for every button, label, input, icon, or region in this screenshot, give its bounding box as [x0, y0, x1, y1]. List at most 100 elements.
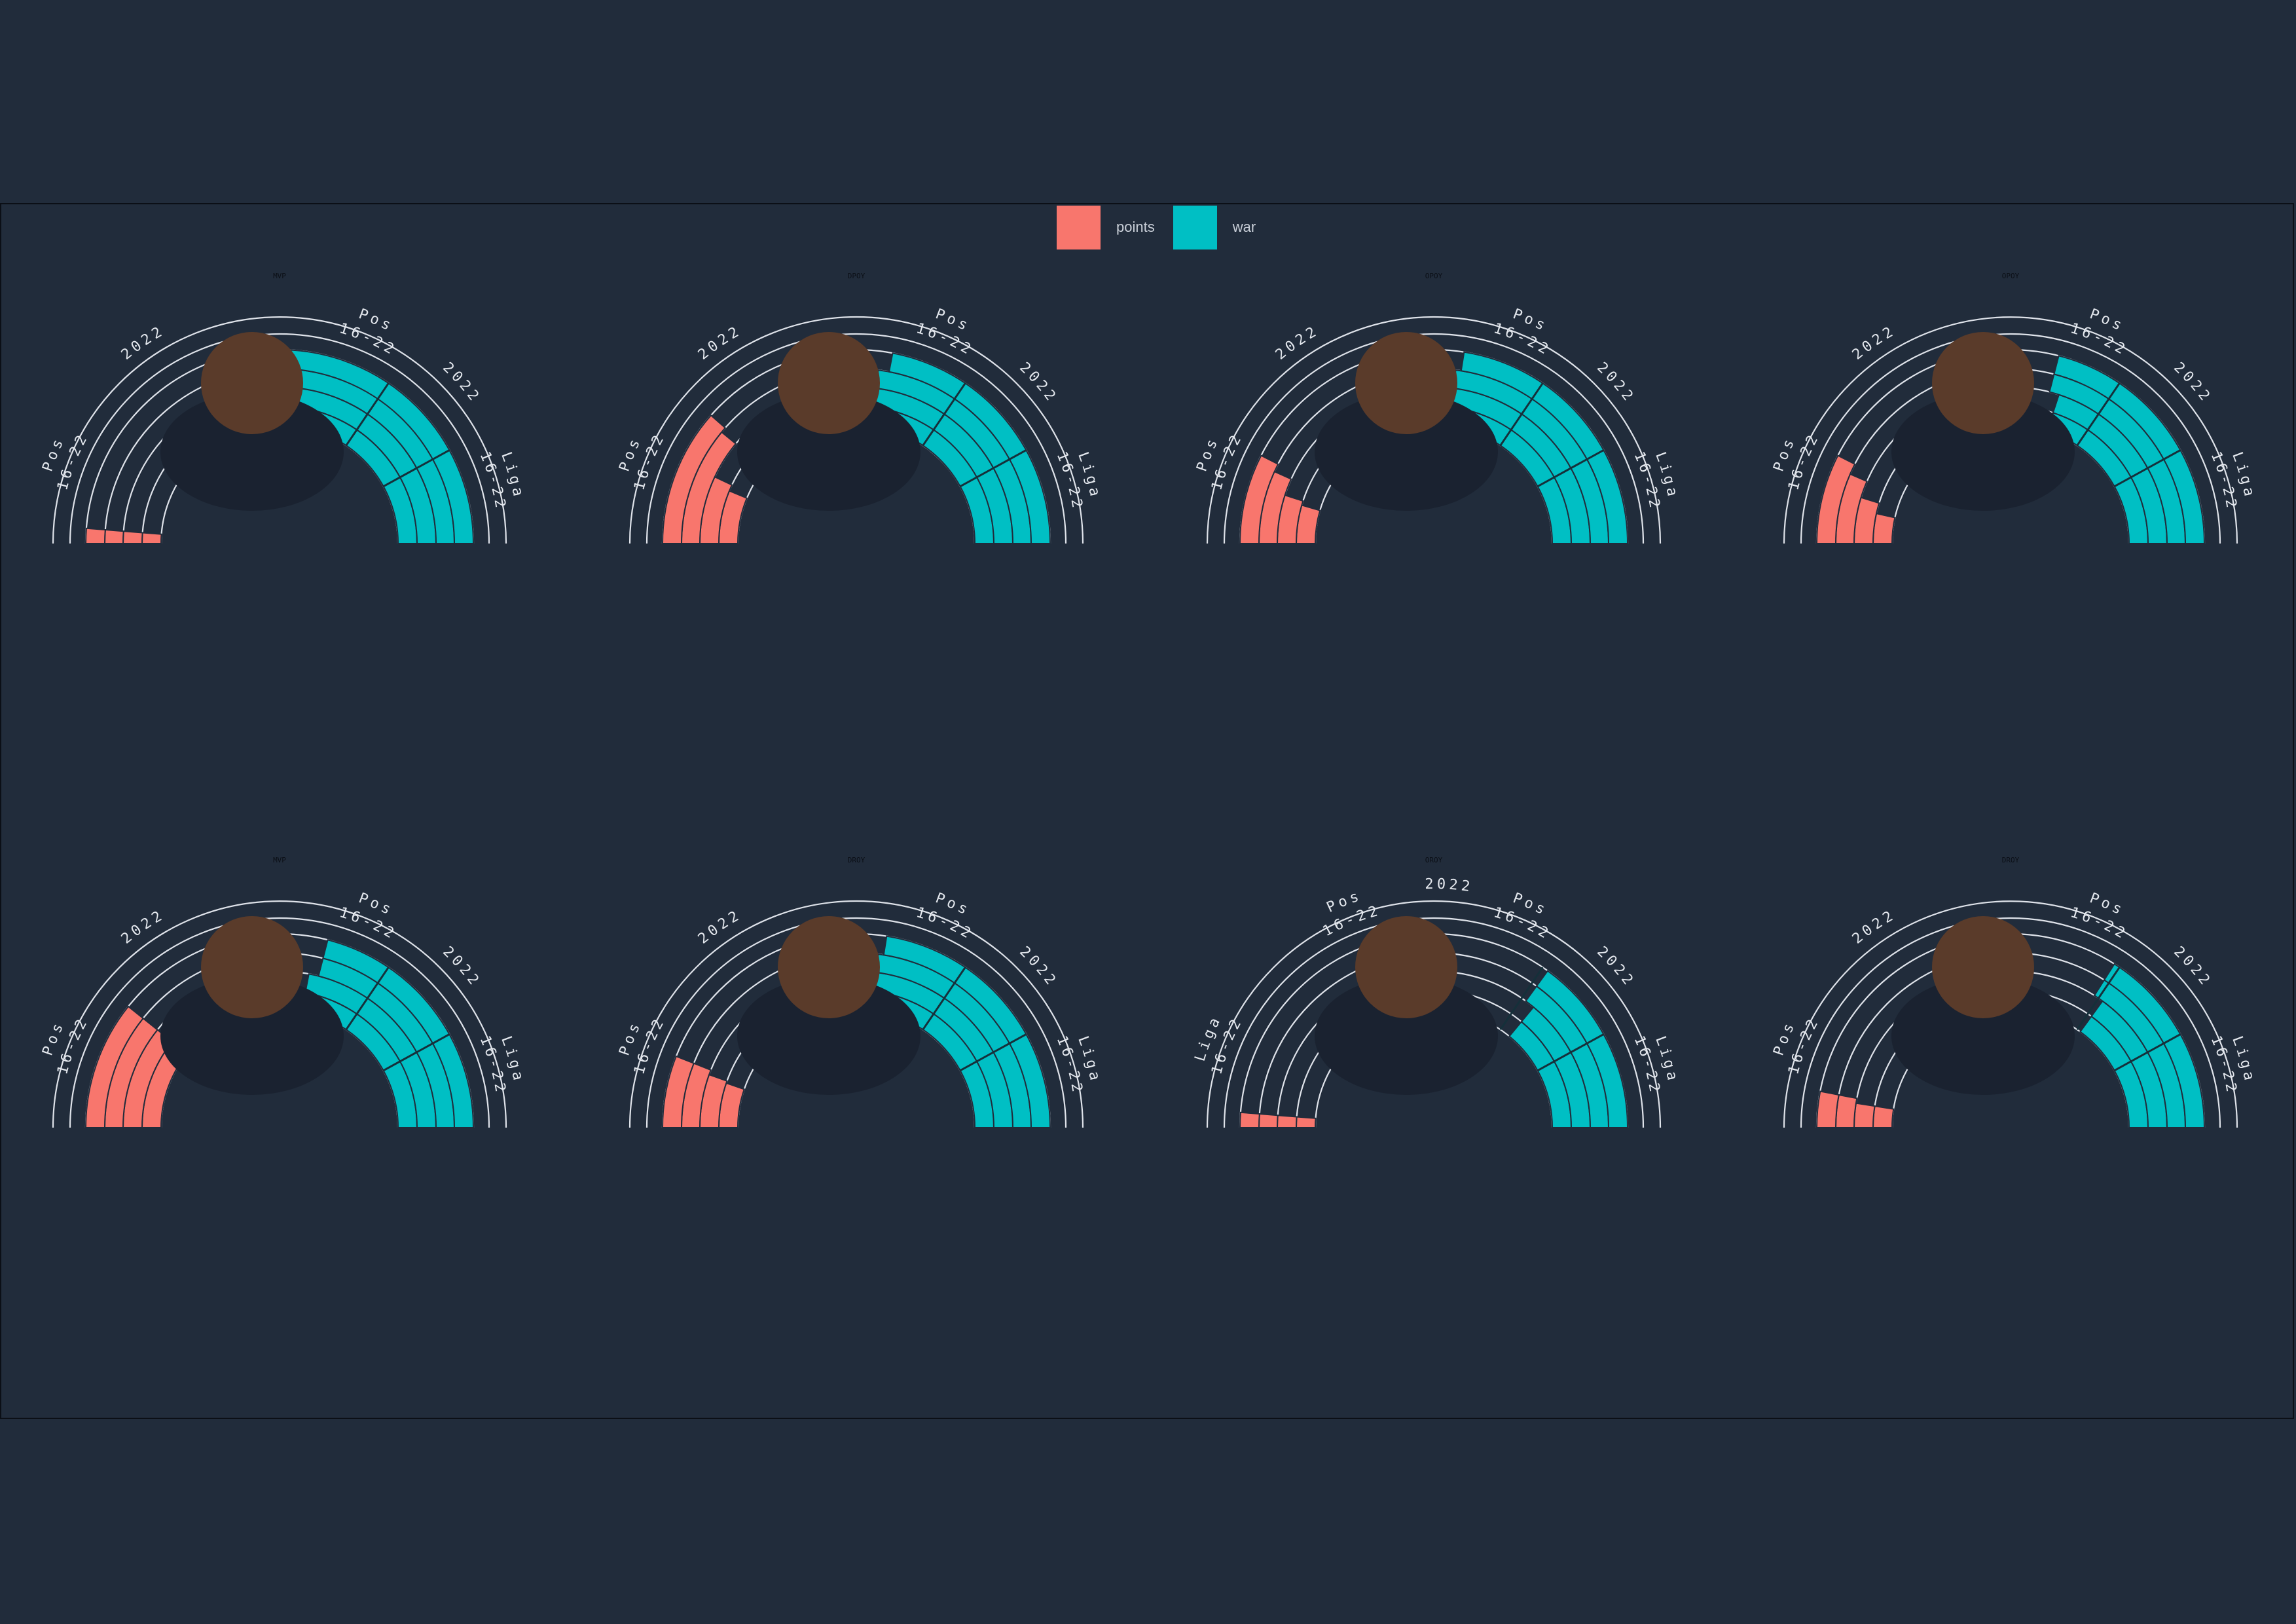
jersey-shape [737, 393, 920, 511]
ring-gridline [52, 900, 507, 1128]
war-segment-divider [2113, 449, 2181, 488]
jersey-shape [1891, 977, 2075, 1095]
head-shape [1355, 332, 1457, 434]
ring-gridline [646, 333, 1067, 544]
head-shape [1932, 332, 2034, 434]
award-label: DROY [2002, 856, 2020, 864]
ring-label-right: 2022 [1016, 944, 1061, 991]
award-label: OROY [1425, 856, 1443, 864]
ring-gridline [1800, 917, 2221, 1128]
jersey-shape [1315, 393, 1498, 511]
points-bar [1872, 1105, 1895, 1128]
ring-gridline [1783, 900, 2238, 1128]
ring-label-left: 2022 [118, 323, 168, 363]
jersey-shape [737, 977, 920, 1095]
ring-label-right: 2022 [1594, 360, 1638, 407]
head-shape [778, 332, 880, 434]
head-shape [1932, 916, 2034, 1018]
war-segment-divider [345, 967, 390, 1031]
war-segment-divider [1499, 967, 1544, 1031]
jersey-shape [160, 977, 344, 1095]
player-headshot [160, 332, 344, 511]
player-headshot [1891, 332, 2075, 511]
award-label: MVP [273, 272, 286, 280]
ring-gridline [1206, 900, 1662, 1128]
war-bar [888, 352, 1051, 544]
ring-gridline [1800, 333, 2221, 544]
ring-label-left: 2022 [1850, 323, 1899, 363]
ring-label-right: 2022 [2170, 360, 2215, 407]
ring-label-left: 2022 [1425, 876, 1474, 896]
award-label: OPOY [2002, 272, 2020, 280]
player-chart: OROYLiga16-22Pos16-222022Pos16-222022Lig… [1192, 856, 1678, 1128]
points-bar [84, 527, 106, 544]
ring-label-right: 2022 [439, 944, 484, 991]
ring-label-right: 2022 [439, 360, 484, 407]
legend: points war [1057, 205, 1274, 249]
points-bar [1239, 1111, 1260, 1128]
ring-gridline [69, 917, 490, 1128]
award-label: MVP [273, 856, 286, 864]
war-segment-divider [922, 967, 966, 1031]
ring-label-left: 2022 [1850, 907, 1899, 948]
head-shape [778, 916, 880, 1018]
points-bar [122, 530, 143, 544]
points-bar [1853, 1102, 1876, 1128]
ring-label-right: 2022 [1594, 944, 1638, 991]
war-segment-divider [959, 1033, 1027, 1072]
war-segment-divider [345, 382, 390, 447]
ring-label-left: 2022 [695, 907, 744, 948]
player-headshot [1315, 916, 1498, 1095]
war-segment-divider [959, 449, 1027, 488]
war-segment-divider [922, 382, 966, 447]
points-bar [661, 414, 727, 544]
legend-swatch-war [1173, 205, 1217, 249]
war-bar [2103, 963, 2206, 1128]
war-segment-divider [2076, 967, 2121, 1031]
player-headshot [1891, 916, 2075, 1095]
player-headshot [1315, 332, 1498, 511]
ring-gridline [52, 316, 507, 544]
points-bar [1815, 1090, 1840, 1128]
award-label: DPOY [848, 272, 866, 280]
head-shape [1355, 916, 1457, 1018]
award-label: OPOY [1425, 272, 1443, 280]
jersey-shape [1891, 393, 2075, 511]
jersey-shape [160, 393, 344, 511]
award-label: DROY [848, 856, 866, 864]
head-shape [201, 916, 303, 1018]
ring-label-right: 2022 [1016, 360, 1061, 407]
points-bar [1258, 1113, 1279, 1128]
war-segment-divider [1537, 1033, 1605, 1072]
ring-label-left: 2022 [118, 907, 168, 948]
head-shape [201, 332, 303, 434]
points-bar [84, 1005, 145, 1128]
war-segment-divider [382, 1033, 450, 1072]
ring-gridline [69, 333, 490, 544]
ring-gridline [1206, 316, 1662, 544]
war-bar [2053, 355, 2206, 544]
points-bar [661, 1055, 695, 1128]
war-segment-divider [2113, 1033, 2181, 1072]
legend-swatch-points [1057, 205, 1101, 249]
points-bar [141, 532, 162, 544]
war-bar [1535, 970, 1629, 1128]
points-bar [1239, 454, 1279, 544]
plot-panel [0, 203, 2294, 1419]
player-headshot [737, 332, 920, 511]
points-bar [1276, 1115, 1298, 1128]
points-bar [1872, 512, 1896, 544]
jersey-shape [1315, 977, 1498, 1095]
points-bar [103, 528, 124, 544]
ring-gridline [1223, 333, 1645, 544]
player-headshot [737, 916, 920, 1095]
player-headshot [160, 916, 344, 1095]
ring-gridline [646, 917, 1067, 1128]
